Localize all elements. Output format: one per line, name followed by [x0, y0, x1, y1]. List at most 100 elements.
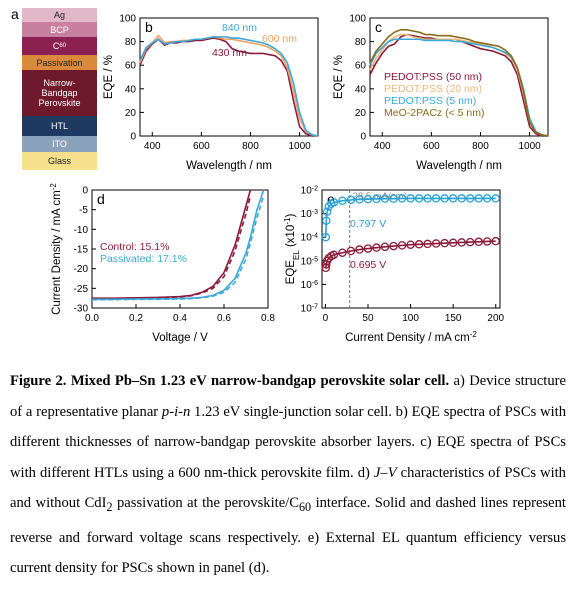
y-tick-label: -25 [74, 284, 89, 295]
caption-italic: J–V [373, 464, 397, 481]
marker [414, 194, 424, 203]
layer: Ag [22, 8, 97, 22]
marker [346, 246, 356, 256]
caption-bold: Mixed Pb–Sn 1.23 eV narrow-bandgap perov… [70, 373, 450, 389]
marker [431, 239, 441, 248]
y-tick-label: 80 [125, 37, 137, 48]
axis-label: EQE / % [333, 55, 345, 99]
marker [457, 238, 466, 247]
axis-label-part: EQE [285, 260, 297, 285]
layer: ITO [22, 136, 97, 152]
plot-frame [369, 17, 549, 137]
caption-subscript: 2 [106, 500, 113, 515]
marker [322, 216, 331, 225]
x-tick-label: 100 [402, 313, 419, 324]
series-label: 600 nm [262, 33, 297, 45]
marker [322, 207, 332, 216]
marker [338, 248, 347, 257]
marker [363, 194, 373, 204]
plot-frame [321, 189, 501, 309]
figure-caption: Figure 2. Mixed Pb–Sn 1.23 eV narrow-ban… [10, 366, 566, 584]
x-tick-label: 800 [242, 141, 259, 152]
x-tick-label: 1000 [518, 141, 541, 152]
marker [380, 242, 390, 252]
x-tick-label: 400 [374, 141, 391, 152]
layer: BCP [22, 22, 97, 37]
axis-label: EQEEL (x10-1) [283, 214, 301, 285]
marker [491, 194, 500, 203]
marker [389, 241, 398, 251]
x-tick-label: 0.2 [129, 313, 143, 324]
layer: C 60 [22, 37, 97, 55]
marker [465, 237, 475, 247]
plot-frame [91, 189, 269, 309]
x-tick-label: 200 [487, 313, 504, 324]
y-tick-label: 10-3 [301, 209, 318, 221]
series-label: 430 nm [212, 47, 247, 59]
marker [397, 241, 407, 250]
x-tick-label: 0 [323, 313, 329, 324]
marker [448, 238, 458, 248]
marker [482, 194, 492, 203]
y-tick-label: 60 [125, 61, 137, 72]
y-tick-label: -15 [74, 245, 89, 256]
caption-text: characteristics of PSCs with and without… [10, 464, 566, 512]
axis-label-part: -2 [49, 183, 58, 191]
caption-text: a) Device structure of a representative … [10, 373, 566, 420]
axis-label-part: Current Density / mA cm [51, 190, 63, 315]
marker [329, 250, 339, 260]
y-tick-label: -10 [74, 225, 89, 236]
marker [397, 194, 407, 203]
y-tick-label: 10-7 [301, 303, 318, 315]
y-tick-label: 80 [355, 37, 367, 48]
y-tick-label: 0 [82, 186, 88, 197]
panel-label: c [375, 19, 382, 35]
marker [346, 195, 356, 205]
layer-text: C [52, 41, 60, 51]
marker [380, 194, 390, 203]
marker [355, 195, 364, 204]
x-tick-label: 600 [423, 141, 440, 152]
y-tick-label: 10-6 [301, 279, 318, 291]
series-line-forward [92, 195, 265, 301]
layer: Narrow-Bandgap Perovskite [22, 70, 97, 116]
y-tick-label: 0 [360, 132, 366, 143]
series-line [139, 34, 319, 137]
legend-label: MeO-2PACz (< 5 nm) [384, 107, 484, 119]
axis-label-part: EL [292, 250, 301, 260]
y-tick-label: 0 [130, 132, 136, 143]
caption-text: passivation at the perovskite/C [112, 495, 299, 512]
y-tick-label: -30 [74, 304, 89, 315]
marker [448, 194, 458, 203]
x-tick-label: 0.4 [173, 313, 187, 324]
axis-label: Wavelength / nm [416, 160, 502, 172]
series-label: 0.695 V [350, 259, 386, 271]
axis-label-part: -2 [470, 330, 478, 339]
marker [414, 240, 424, 249]
panel-label: a [11, 6, 19, 22]
marker [406, 240, 415, 249]
y-tick-label: -20 [74, 264, 89, 275]
x-tick-label: 600 [193, 141, 210, 152]
axis-label: Current Density / mA cm-2 [49, 183, 64, 315]
series-label: Control: 15.1% [100, 241, 169, 253]
marker [329, 198, 339, 207]
layer: HTL [22, 116, 97, 136]
caption-italic: p-i-n [161, 403, 191, 420]
caption-text: 1.23 eV single-junction solar cell. b) E… [10, 403, 566, 481]
caption-bold: Figure 2. [10, 373, 67, 389]
series-label: 0.797 V [350, 218, 386, 230]
marker [389, 194, 398, 203]
marker [431, 194, 441, 203]
x-tick-label: 0.0 [85, 313, 99, 324]
axis-label: Current Density / mA cm-2 [345, 330, 477, 345]
x-tick-label: 0.8 [261, 313, 275, 324]
marker [321, 232, 331, 242]
legend-label: PEDOT:PSS (5 nm) [384, 95, 476, 107]
y-tick-label: 10-2 [301, 185, 318, 197]
x-tick-label: 400 [144, 141, 161, 152]
axis-label: Wavelength / nm [186, 160, 272, 172]
series-line [369, 29, 549, 137]
marker [338, 196, 347, 206]
